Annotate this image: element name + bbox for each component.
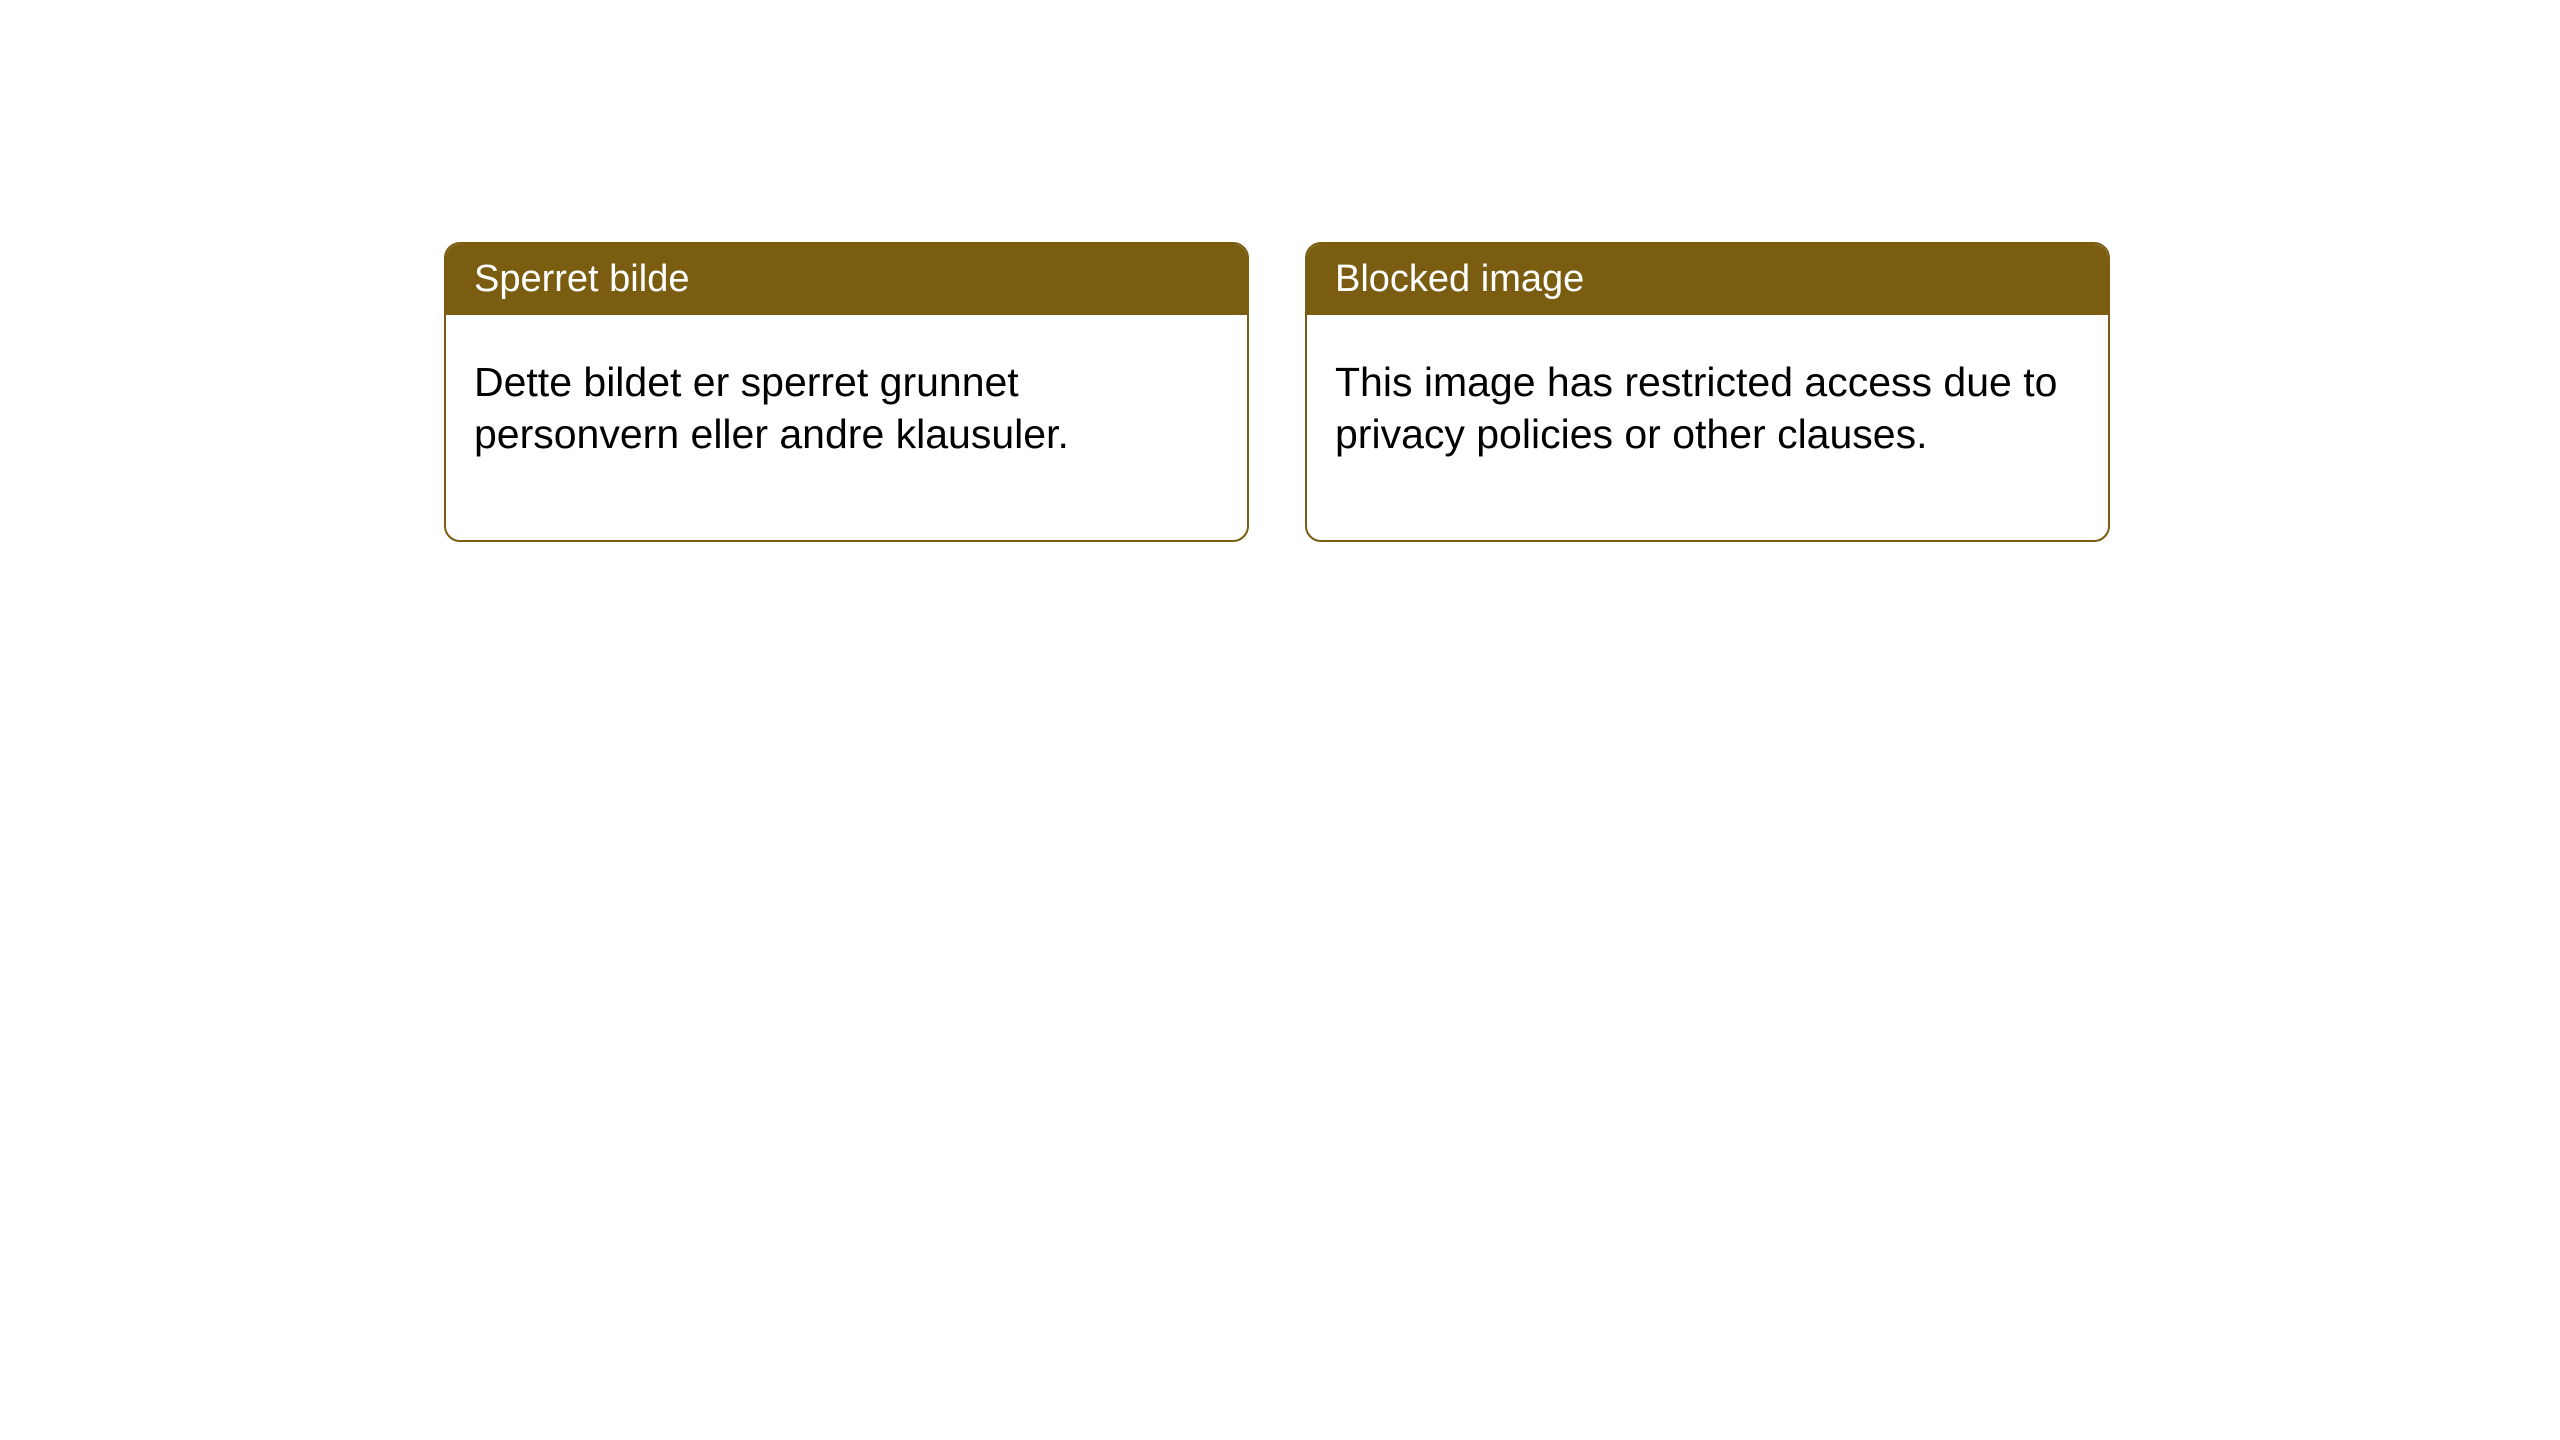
notice-card-english: Blocked image This image has restricted … <box>1305 242 2110 542</box>
notice-header: Blocked image <box>1307 244 2108 315</box>
notice-body: This image has restricted access due to … <box>1307 315 2108 540</box>
notice-body: Dette bildet er sperret grunnet personve… <box>446 315 1247 540</box>
notice-card-norwegian: Sperret bilde Dette bildet er sperret gr… <box>444 242 1249 542</box>
notice-header: Sperret bilde <box>446 244 1247 315</box>
notice-container: Sperret bilde Dette bildet er sperret gr… <box>444 242 2110 542</box>
